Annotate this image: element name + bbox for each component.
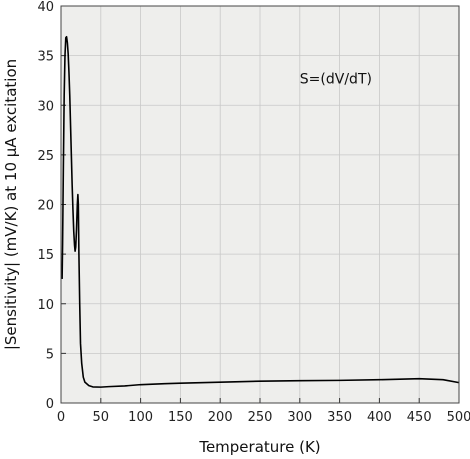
- x-tick-label: 150: [168, 410, 193, 425]
- x-tick-label: 200: [208, 410, 233, 425]
- x-tick-label: 350: [327, 410, 352, 425]
- x-tick-label: 50: [93, 410, 110, 425]
- x-tick-label: 0: [57, 410, 65, 425]
- y-tick-label: 25: [37, 149, 54, 164]
- x-axis-title: Temperature (K): [198, 438, 320, 456]
- y-tick-label: 5: [46, 347, 54, 362]
- y-tick-label: 20: [37, 199, 54, 214]
- formula-annotation: S=(dV/dT): [300, 71, 372, 87]
- plot-frame: [60, 5, 460, 404]
- y-tick-label: 30: [37, 99, 54, 114]
- y-tick-label: 0: [46, 397, 54, 412]
- y-tick-label: 40: [37, 0, 54, 15]
- x-tick-label: 300: [287, 410, 312, 425]
- y-tick-label: 15: [37, 248, 54, 263]
- y-tick-label: 35: [37, 50, 54, 65]
- grid-lines: [61, 6, 459, 403]
- x-tick-label: 250: [248, 410, 273, 425]
- x-tick-label: 450: [407, 410, 432, 425]
- y-axis-ticks: 0 5 10 15 20 25 30 35 40: [37, 0, 66, 412]
- y-tick-label: 10: [37, 298, 54, 313]
- sensitivity-curve: [61, 35, 460, 388]
- x-tick-label: 500: [447, 410, 470, 425]
- x-tick-label: 100: [128, 410, 153, 425]
- x-tick-label: 400: [367, 410, 392, 425]
- y-axis-title: |Sensitivity| (mV/K) at 10 µA excitation: [2, 59, 20, 350]
- x-axis-ticks: 0 50 100 150 200 250 300 350 400 450 500: [57, 398, 470, 425]
